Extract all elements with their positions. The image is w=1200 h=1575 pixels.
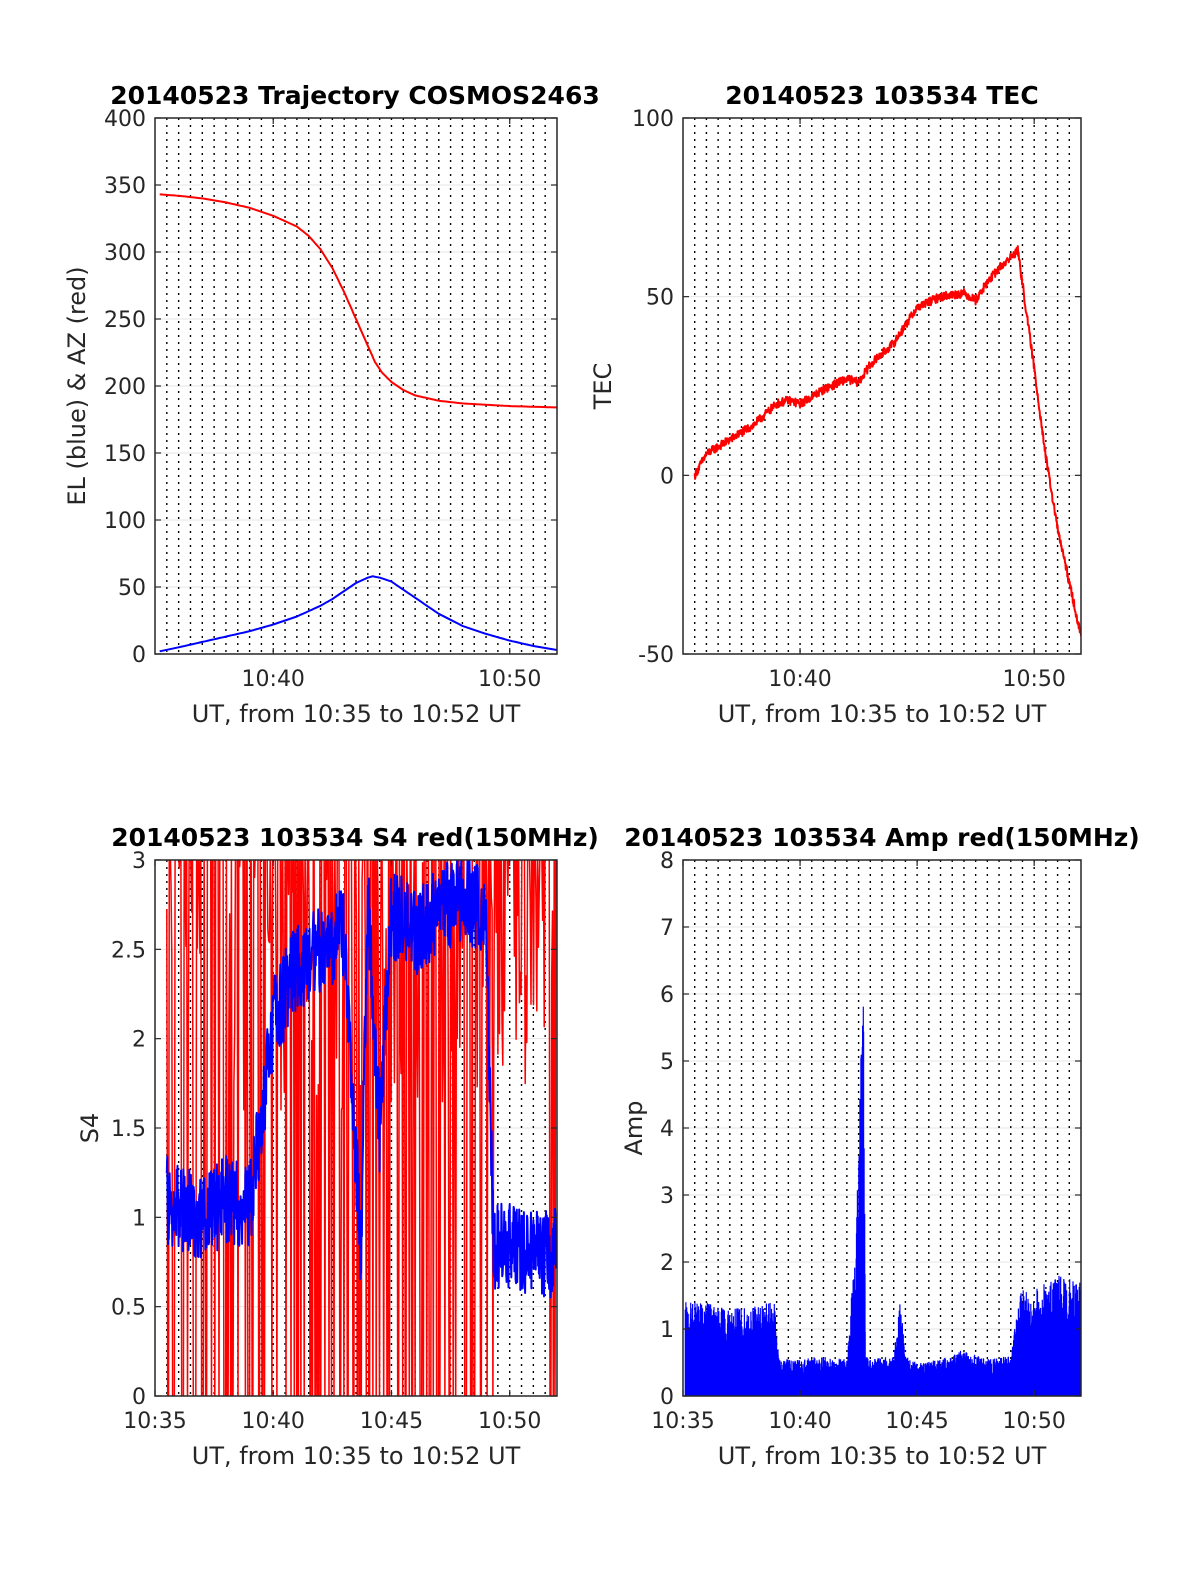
y-tick-label: 8 — [660, 849, 674, 874]
y-tick-label: 0 — [132, 643, 146, 668]
y-axis-label: Amp — [620, 1100, 648, 1155]
y-tick-label: 200 — [104, 375, 146, 400]
plot-title: 20140523 103534 Amp red(150MHz) — [624, 823, 1140, 852]
plot-4: 0 1 2 3 4 5 6 7 8 10:35 10:40 10:45 10:50 20140523 10… — [620, 823, 1140, 1470]
x-tick-label: 10:40 — [242, 667, 305, 692]
x-axis-label: UT, from 10:35 to 10:52 UT — [718, 1442, 1047, 1470]
series-line — [159, 193, 557, 409]
y-tick-label: 4 — [660, 1117, 674, 1142]
x-tick-label: 10:50 — [478, 667, 541, 692]
x-tick-label: 10:50 — [478, 1409, 541, 1434]
y-tick-label: 0 — [660, 464, 674, 489]
x-tick-label: 10:40 — [768, 667, 831, 692]
y-tick-label: 2 — [132, 1028, 146, 1053]
plot-3: 0 0.5 1 1.5 2 2.5 3 10:35 10:40 10:45 10:50 2014052… — [76, 823, 599, 1470]
y-tick-label: 0 — [660, 1385, 674, 1410]
y-tick-label: 350 — [104, 174, 146, 199]
plot-area — [684, 1006, 1081, 1396]
y-tick-label: 2 — [660, 1251, 674, 1276]
y-axis-label: S4 — [76, 1113, 104, 1144]
x-tick-label: 10:50 — [1002, 1409, 1065, 1434]
y-tick-label: 1 — [660, 1318, 674, 1343]
y-tick-label: 0 — [132, 1385, 146, 1410]
y-tick-label: 50 — [646, 286, 674, 311]
y-tick-label: 5 — [660, 1050, 674, 1075]
x-tick-label: 10:45 — [360, 1409, 423, 1434]
x-tick-label: 10:45 — [885, 1409, 948, 1434]
y-tick-label: 1.5 — [111, 1117, 146, 1142]
x-tick-label: 10:35 — [651, 1409, 714, 1434]
y-tick-label: -50 — [638, 643, 674, 668]
y-tick-label: 50 — [118, 576, 146, 601]
x-tick-label: 10:50 — [1002, 667, 1065, 692]
x-axis-label: UT, from 10:35 to 10:52 UT — [718, 700, 1047, 728]
y-tick-label: 100 — [104, 509, 146, 534]
y-tick-label: 400 — [104, 107, 146, 132]
plot-title: 20140523 103534 TEC — [725, 81, 1038, 110]
y-axis-label: EL (blue) & AZ (red) — [63, 266, 91, 505]
plot-area — [165, 860, 557, 1396]
plot-title: 20140523 Trajectory COSMOS2463 — [110, 81, 600, 110]
x-tick-label: 10:35 — [123, 1409, 186, 1434]
plot-title: 20140523 103534 S4 red(150MHz) — [111, 823, 599, 852]
series-line — [166, 860, 557, 1396]
series-line — [159, 575, 557, 653]
y-tick-label: 3 — [132, 849, 146, 874]
y-tick-label: 150 — [104, 442, 146, 467]
y-tick-label: 0.5 — [111, 1296, 146, 1321]
x-axis-label: UT, from 10:35 to 10:52 UT — [192, 1442, 521, 1470]
plot-2: -50 0 50 100 10:40 10:50 20140523 103534 TEC UT… — [589, 81, 1082, 728]
plot-area — [159, 193, 557, 653]
plot-1: 0 50 100 150 200 250 300 350 400 10:40 10:50 201405… — [63, 81, 600, 728]
x-axis-label: UT, from 10:35 to 10:52 UT — [192, 700, 521, 728]
series-line — [684, 1006, 1081, 1396]
y-tick-label: 250 — [104, 308, 146, 333]
y-tick-label: 1 — [132, 1206, 146, 1231]
series-line — [693, 245, 1081, 637]
x-tick-label: 10:40 — [242, 1409, 305, 1434]
y-axis-label: TEC — [589, 363, 617, 411]
y-tick-label: 7 — [660, 916, 674, 941]
x-tick-label: 10:40 — [768, 1409, 831, 1434]
y-tick-label: 3 — [660, 1184, 674, 1209]
plot-area — [693, 245, 1081, 637]
series-line — [165, 860, 557, 1299]
axes-box — [682, 117, 1082, 655]
y-tick-label: 2.5 — [111, 938, 146, 963]
y-tick-label: 6 — [660, 983, 674, 1008]
y-tick-label: 300 — [104, 241, 146, 266]
y-tick-label: 100 — [632, 107, 674, 132]
